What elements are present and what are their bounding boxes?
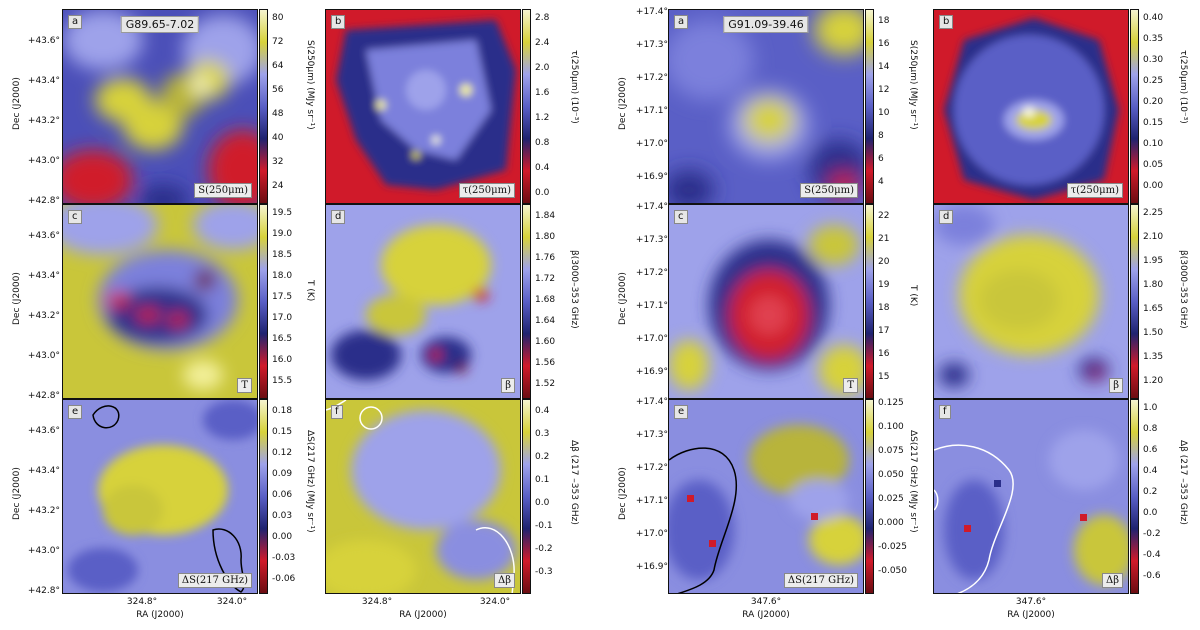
map-quantity-label: ΔS(217 GHz) [783, 573, 858, 588]
colorbar-ticks: 2.8 2.4 2.0 1.6 1.2 0.8 0.4 0.0 [535, 13, 550, 198]
map-panel-c-temperature: c T [668, 204, 864, 399]
dec-ticks: +43.6° +43.4° +43.2° +43.0° +42.8° [27, 426, 60, 596]
colorbar [865, 9, 874, 204]
panel-letter: b [331, 15, 346, 29]
ra-tick: 347.6° [750, 597, 782, 607]
map-quantity-label: β [1109, 378, 1123, 393]
map-panel-f-delta-beta: f Δβ [933, 399, 1129, 594]
colorbar-label: β(3000–353 GHz) [1178, 250, 1188, 329]
colorbar-label: T (K) [908, 285, 918, 307]
panel-letter: a [674, 15, 689, 29]
map-panel-a-s250: a G89.65-7.02 S(250μm) [62, 9, 258, 204]
colorbar [522, 399, 531, 594]
map-quantity-label: τ(250μm) [458, 183, 515, 198]
colorbar-ticks: 1.0 0.8 0.6 0.4 0.2 0.0 -0.2 -0.4 -0.6 [1143, 403, 1161, 581]
colorbar [259, 204, 268, 399]
panel-letter: c [68, 210, 82, 224]
ra-tick: 324.0° [479, 597, 511, 607]
ra-axis-label: RA (J2000) [136, 610, 184, 620]
map-panel-e-delta-s217: e ΔS(217 GHz) [62, 399, 258, 594]
colorbar [522, 9, 531, 204]
colorbar-label: τ(250μm) (10⁻³) [1178, 50, 1188, 124]
ra-tick: 347.6° [1015, 597, 1047, 607]
colorbar-ticks: 80 72 64 56 48 40 32 24 [272, 13, 284, 191]
panel-letter: c [674, 210, 688, 224]
map-quantity-label: Δβ [1101, 573, 1123, 588]
panel-letter: d [939, 210, 954, 224]
map-panel-d-beta: d β [933, 204, 1129, 399]
ra-tick: 324.8° [126, 597, 158, 607]
colorbar-label: S(250μm) (MJy sr⁻¹) [908, 40, 918, 130]
colorbar [1130, 399, 1139, 594]
map-panel-f-delta-beta: f Δβ [325, 399, 521, 594]
colorbar [259, 9, 268, 204]
ra-axis-label: RA (J2000) [1007, 610, 1055, 620]
map-panel-d-beta: d β [325, 204, 521, 399]
dec-ticks: +17.4° +17.3° +17.2° +17.1° +17.0° +16.9° [635, 7, 668, 182]
dec-ticks: +43.6° +43.4° +43.2° +43.0° +42.8° [27, 36, 60, 206]
colorbar-ticks: 0.40 0.35 0.30 0.25 0.20 0.15 0.10 0.05 0.00 [1143, 13, 1164, 191]
region-title: G89.65-7.02 [120, 16, 200, 33]
map-panel-b-tau250: b τ(250μm) [933, 9, 1129, 204]
region-title: G91.09-39.46 [723, 16, 809, 33]
panel-letter: b [939, 15, 954, 29]
colorbar-ticks: 2.25 2.10 1.95 1.80 1.65 1.50 1.35 1.20 [1143, 208, 1164, 386]
colorbar [865, 204, 874, 399]
panel-letter: f [331, 405, 343, 419]
colorbar [865, 399, 874, 594]
panel-letter: d [331, 210, 346, 224]
panel-letter: f [939, 405, 951, 419]
colorbar-ticks: 0.4 0.3 0.2 0.1 0.0 -0.1 -0.2 -0.3 [535, 406, 553, 577]
colorbar-ticks: 0.18 0.15 0.12 0.09 0.06 0.03 0.00 -0.03 -0.… [272, 406, 296, 584]
map-panel-a-s250: a G91.09-39.46 S(250μm) [668, 9, 864, 204]
map-panel-c-temperature: c T [62, 204, 258, 399]
ra-axis-label: RA (J2000) [399, 610, 447, 620]
dec-ticks: +17.4° +17.3° +17.2° +17.1° +17.0° +16.9° [635, 397, 668, 572]
map-quantity-label: S(250μm) [194, 183, 252, 198]
ra-tick: 324.8° [361, 597, 393, 607]
colorbar-label: Δβ (217 –353 GHz) [1178, 440, 1188, 525]
map-quantity-label: ΔS(217 GHz) [177, 573, 252, 588]
map-quantity-label: T [237, 378, 252, 393]
ra-tick: 324.0° [216, 597, 248, 607]
map-quantity-label: β [501, 378, 515, 393]
dec-ticks: +17.4° +17.3° +17.2° +17.1° +17.0° +16.9° [635, 202, 668, 377]
colorbar-label: ΔS(217 GHz) (MJy sr⁻¹) [908, 430, 918, 533]
map-quantity-label: Δβ [493, 573, 515, 588]
map-panel-e-delta-s217: e ΔS(217 GHz) [668, 399, 864, 594]
map-panel-b-tau250: b τ(250μm) [325, 9, 521, 204]
panel-letter: a [68, 15, 83, 29]
colorbar-ticks: 19.5 19.0 18.5 18.0 17.5 17.0 16.5 16.0 15.5 [272, 208, 293, 386]
dec-ticks: +43.6° +43.4° +43.2° +43.0° +42.8° [27, 231, 60, 401]
colorbar-ticks: 0.125 0.100 0.075 0.050 0.025 0.000 -0.025-… [878, 398, 908, 576]
colorbar-ticks: 22 21 20 19 18 17 16 15 [878, 211, 890, 382]
colorbar [522, 204, 531, 399]
map-quantity-label: τ(250μm) [1066, 183, 1123, 198]
map-quantity-label: T [843, 378, 858, 393]
colorbar [259, 399, 268, 594]
colorbar [1130, 204, 1139, 399]
ra-axis-label: RA (J2000) [742, 610, 790, 620]
colorbar-ticks: 1.84 1.80 1.76 1.72 1.68 1.64 1.60 1.56 1.52 [535, 211, 556, 389]
map-quantity-label: S(250μm) [800, 183, 858, 198]
panel-letter: e [674, 405, 689, 419]
colorbar [1130, 9, 1139, 204]
panel-letter: e [68, 405, 83, 419]
